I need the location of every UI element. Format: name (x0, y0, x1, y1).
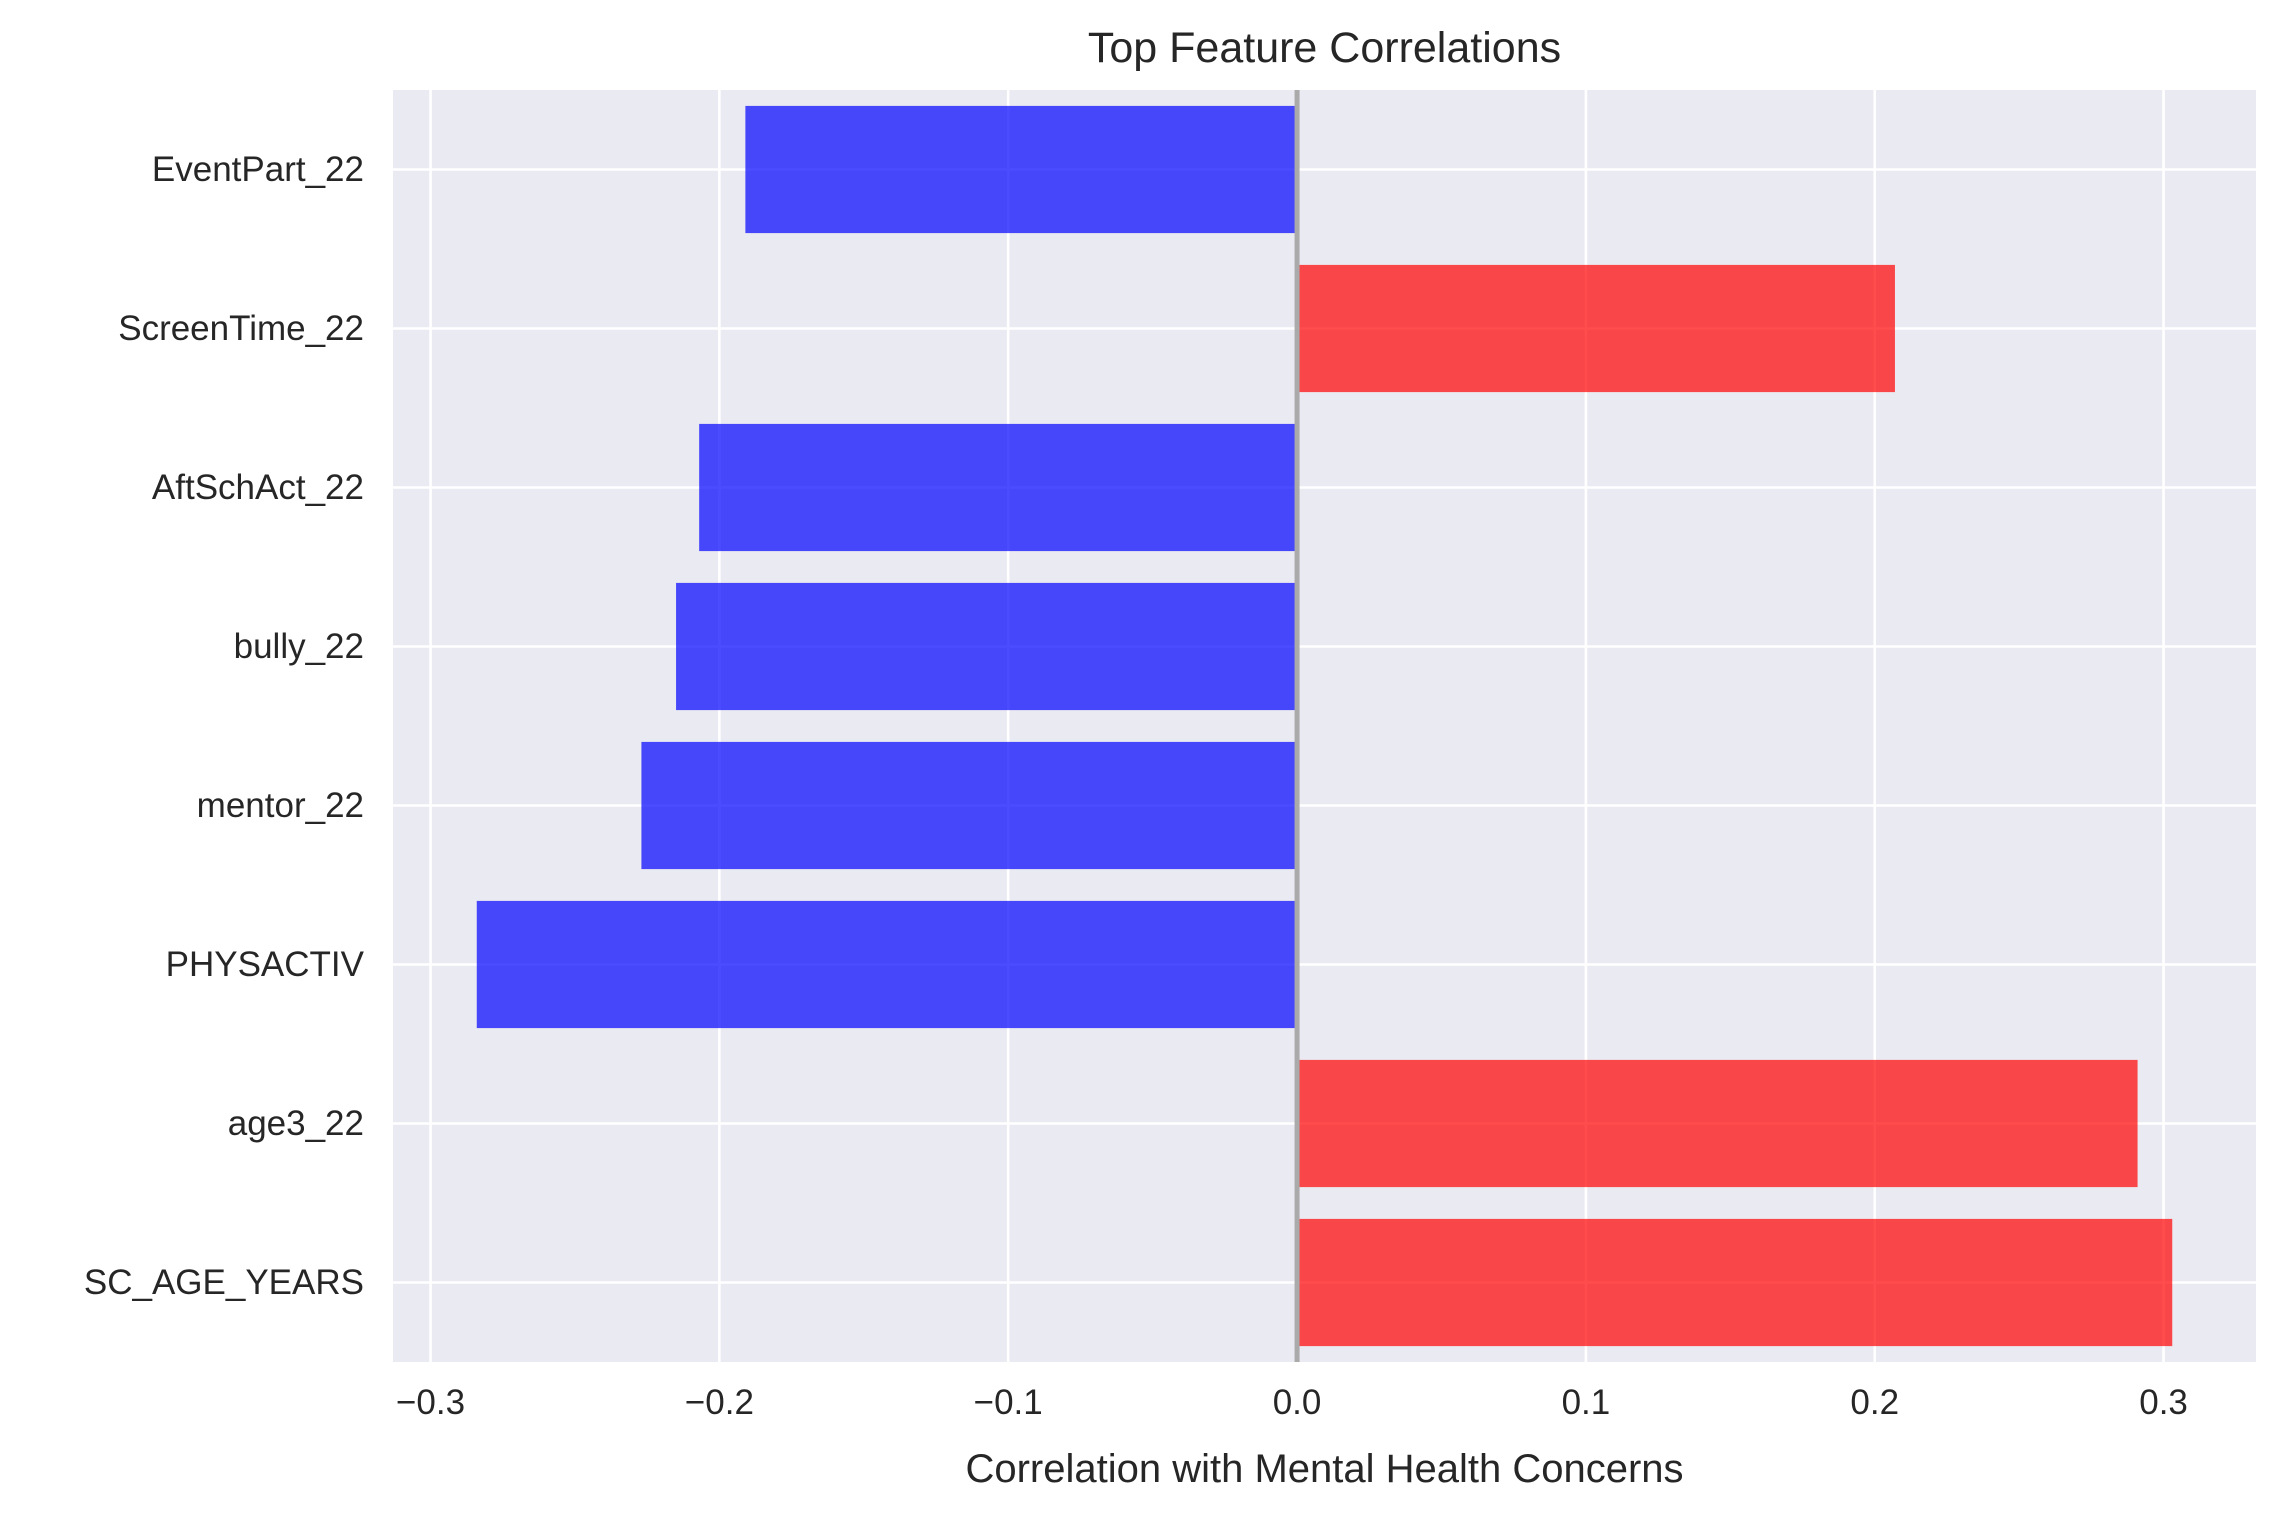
y-tick-label: age3_22 (228, 1104, 364, 1143)
x-tick-labels: −0.3 −0.2 −0.1 0.0 0.1 0.2 0.3 (396, 1383, 2188, 1422)
bar-sc-age-years (1297, 1218, 2173, 1347)
y-tick-label: ScreenTime_22 (118, 309, 364, 348)
y-tick-label: AftSchAct_22 (152, 468, 364, 507)
bar-physactiv (476, 900, 1298, 1029)
bar-mentor-22 (641, 741, 1298, 870)
bar-bully-22 (676, 582, 1298, 711)
bar-aftschact-22 (699, 423, 1298, 552)
x-axis-label: Correlation with Mental Health Concerns (965, 1447, 1683, 1491)
x-tick-label: −0.3 (396, 1383, 465, 1422)
bar-age3-22 (1297, 1059, 2138, 1188)
y-tick-label: SC_AGE_YEARS (84, 1263, 364, 1302)
x-tick-label: 0.3 (2139, 1383, 2188, 1422)
bar-screentime-22 (1297, 264, 1895, 393)
y-tick-label: EventPart_22 (152, 150, 364, 189)
y-tick-labels: EventPart_22 ScreenTime_22 AftSchAct_22bul… (84, 150, 365, 1302)
x-tick-label: −0.2 (685, 1383, 754, 1422)
x-tick-label: 0.0 (1273, 1383, 1322, 1422)
bar-eventpart-22 (745, 105, 1298, 234)
x-tick-label: 0.1 (1562, 1383, 1611, 1422)
chart-title: Top Feature Correlations (1088, 24, 1561, 72)
y-tick-label: mentor_22 (197, 786, 364, 825)
x-tick-label: −0.1 (974, 1383, 1043, 1422)
x-tick-label: 0.2 (1850, 1383, 1899, 1422)
y-tick-label: PHYSACTIV (166, 945, 365, 984)
y-tick-label: bully_22 (234, 627, 364, 666)
bars (476, 105, 2173, 1347)
